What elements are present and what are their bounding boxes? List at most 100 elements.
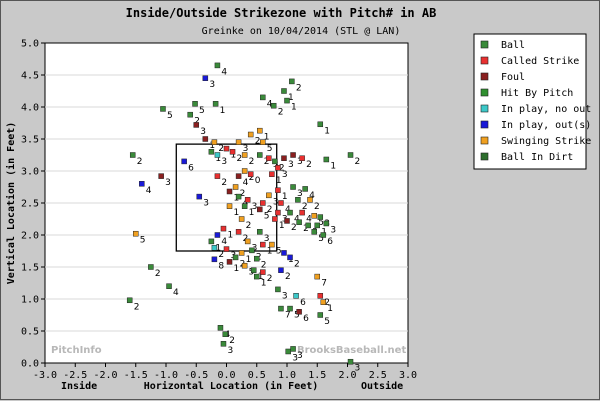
pitch-point (311, 229, 317, 235)
pitch-number-label: 4 (309, 191, 315, 201)
legend: Ball Called Strike Foul Hit By Pitch In play… (473, 33, 591, 170)
pitch-number-label: 2 (303, 224, 309, 234)
pitch-number-label: 3 (297, 157, 303, 167)
pitch-number-label: 2 (229, 336, 235, 346)
legend-item: Called Strike (501, 56, 579, 67)
pitch-point (181, 158, 187, 165)
pitch-number-label: 1 (330, 161, 336, 171)
pitch-point (249, 247, 255, 254)
y-tick-label: 2.5 (21, 199, 39, 210)
pitch-number-label: 2 (267, 274, 273, 284)
pitch-number-label: 3 (355, 364, 361, 374)
y-tick-label: 4.5 (21, 71, 39, 82)
pitch-point (232, 254, 239, 261)
pitch-number-label: 3 (264, 234, 270, 244)
pitch-number-label: 1 (279, 221, 285, 231)
pitch-number-label: 1 (264, 133, 270, 143)
legend-item: In play, out(s) (501, 120, 591, 131)
pitch-number-label: 3 (282, 291, 288, 301)
pitch-number-label: 6 (303, 314, 309, 324)
pitch-point (238, 250, 245, 256)
pitch-number-label: 2 (306, 160, 312, 170)
x-tick-label: 1.5 (308, 370, 326, 381)
pitch-point (278, 200, 284, 206)
pitch-number-label: 2 (218, 144, 224, 154)
y-axis-label: Vertical Location (in Feet) (5, 122, 17, 285)
pitch-number-label: 5 (318, 218, 324, 228)
pitch-number-label: 8 (218, 261, 224, 271)
pitch-point (254, 255, 260, 262)
pitch-number-label: 3 (273, 197, 279, 207)
legend-item: Foul (501, 72, 525, 83)
x-tick-label: -1.0 (154, 370, 178, 381)
pitch-number-label: 2 (218, 250, 224, 260)
pitch-point (158, 173, 164, 179)
legend-item: In play, no out (501, 104, 591, 115)
pitch-point (260, 139, 266, 145)
pitch-point (208, 238, 215, 245)
pitch-point (317, 214, 324, 220)
x-tick-label: 1.0 (278, 370, 296, 381)
pitch-number-label: 3 (252, 202, 258, 212)
pitch-number-label: 1 (276, 176, 282, 186)
pitch-point (305, 222, 311, 229)
watermark-pitchinfo: PitchInfo (51, 345, 102, 356)
pitch-number-label: 6 (300, 298, 306, 308)
pitch-point (269, 171, 275, 177)
pitch-number-label: 2 (255, 137, 261, 147)
pitch-point (317, 121, 324, 128)
pitch-number-label: 1 (234, 264, 240, 274)
pitch-number-label: 4 (173, 288, 179, 298)
pitch-point (287, 305, 293, 312)
x-tick-label: -3.0 (33, 370, 57, 381)
pitch-point (241, 262, 248, 269)
legend-item: Ball In Dirt (501, 152, 573, 163)
pitch-number-label: 1 (246, 255, 252, 265)
x-axis-outside-label: Outside (361, 380, 403, 392)
legend-swatch (480, 136, 489, 145)
pitch-number-label: 2 (291, 223, 297, 233)
pitch-number-label: 2 (324, 298, 330, 308)
pitch-point (296, 309, 302, 315)
pitch-point (244, 238, 251, 245)
pitch-number-label: 1 (261, 279, 267, 289)
x-tick-label: 2.5 (369, 370, 387, 381)
pitch-point (275, 165, 281, 171)
pitch-point (235, 193, 242, 200)
pitch-number-label: 2 (279, 163, 285, 173)
pitch-number-label: 2 (285, 272, 291, 282)
pitch-point (257, 127, 263, 134)
pitch-point (244, 197, 251, 203)
pitch-point (192, 101, 198, 107)
pitch-point (293, 293, 299, 299)
pitch-point (314, 273, 320, 280)
pitch-point (211, 256, 218, 263)
pitch-point (214, 232, 221, 238)
pitch-number-label: 6 (188, 163, 194, 173)
pitch-point (211, 245, 218, 251)
pitch-number-label: 2 (296, 83, 302, 93)
pitch-number-label: 1 (215, 154, 221, 164)
pitch-point (323, 220, 330, 227)
pitch-point (217, 325, 224, 331)
pitch-number-label: 2 (302, 202, 308, 212)
pitch-point (229, 149, 236, 155)
y-tick-label: 3.5 (21, 135, 39, 146)
pitch-point (317, 293, 324, 299)
pitch-number-label: 2 (249, 157, 255, 167)
pitch-number-label: 5 (276, 247, 282, 257)
pitch-number-label: 1 (220, 106, 226, 116)
pitch-number-label: 7 (285, 311, 291, 321)
pitch-number-label: 3 (330, 225, 336, 235)
legend-swatch (480, 104, 489, 113)
x-tick-label: -2.0 (93, 370, 117, 381)
pitch-number-label: 4 (221, 237, 227, 247)
pitch-point (214, 152, 221, 158)
pitch-point (287, 254, 293, 261)
pitch-point (129, 152, 136, 158)
legend-swatch (480, 56, 489, 65)
pitch-point (289, 78, 295, 85)
pitch-point (257, 152, 263, 158)
pitch-point (281, 88, 287, 94)
